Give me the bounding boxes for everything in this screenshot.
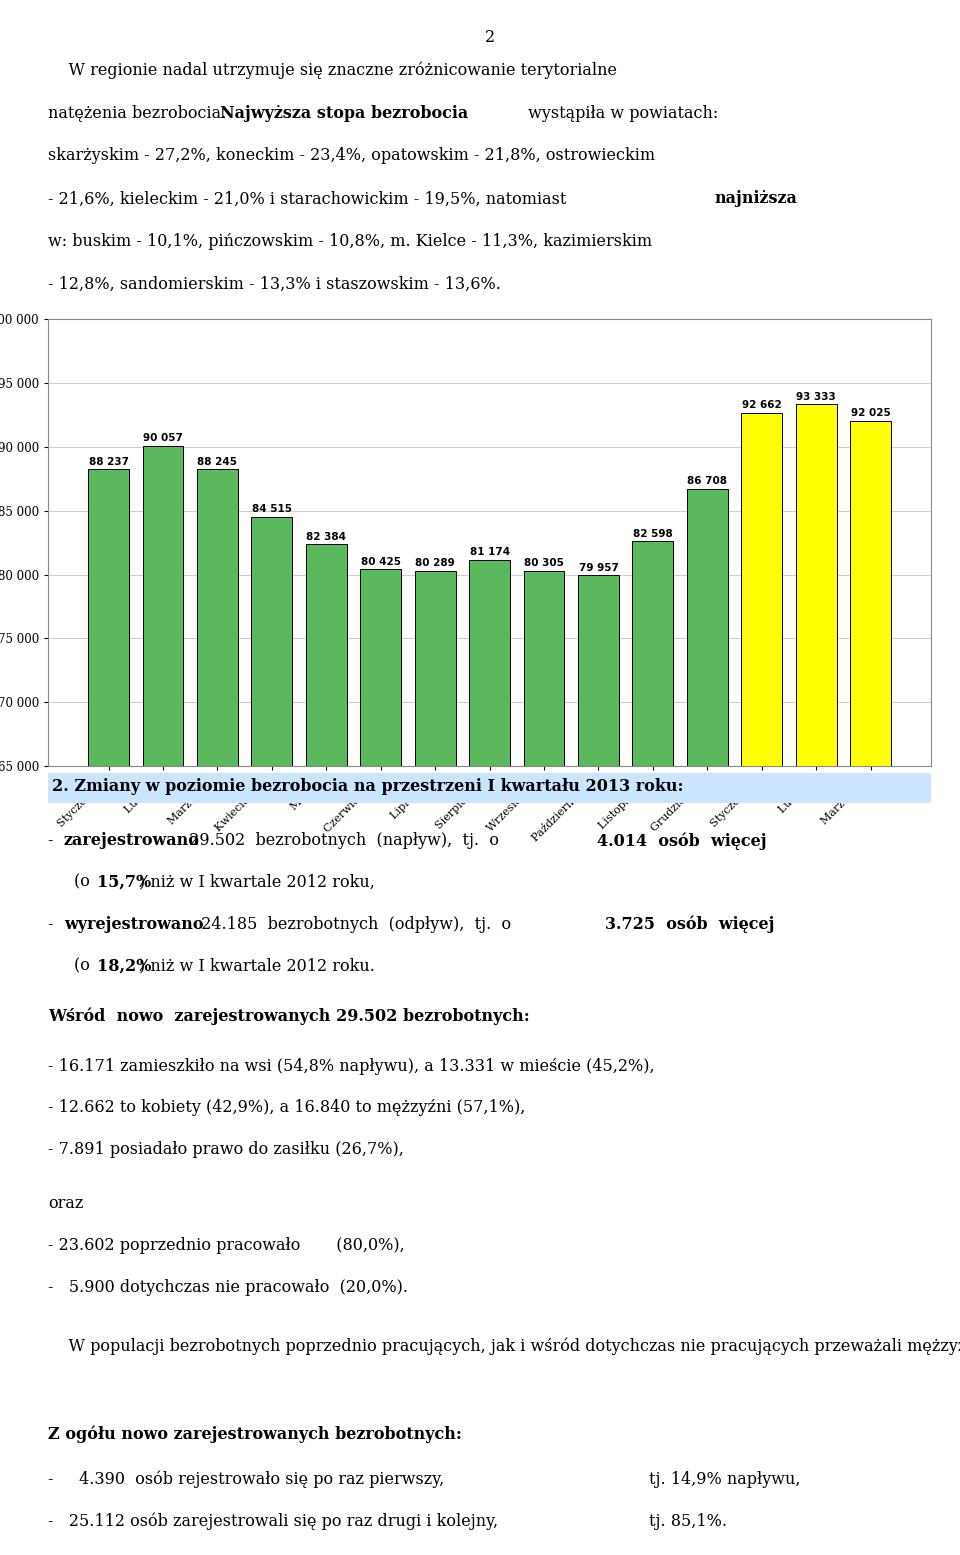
Text: najniższa: najniższa bbox=[715, 190, 798, 207]
Text: Liczba bezrobotnych w okresie od stycznia 2012 r. do marca 2013 r.: Liczba bezrobotnych w okresie od styczni… bbox=[109, 322, 715, 339]
Text: oraz: oraz bbox=[48, 1196, 84, 1213]
Text: 84 515: 84 515 bbox=[252, 504, 292, 515]
Text: 93 333: 93 333 bbox=[797, 392, 836, 401]
Bar bbox=[360, 569, 401, 1555]
Text: ) niż w I kwartale 2012 roku,: ) niż w I kwartale 2012 roku, bbox=[139, 874, 374, 891]
Text: 80 425: 80 425 bbox=[361, 557, 400, 566]
Bar bbox=[578, 575, 619, 1555]
Text: - 16.171 zamieszkiło na wsi (54,8% napływu), a 13.331 w mieście (45,2%),: - 16.171 zamieszkiło na wsi (54,8% napły… bbox=[48, 1057, 655, 1075]
Text: 18,2%: 18,2% bbox=[97, 958, 151, 975]
Text: (o: (o bbox=[75, 958, 95, 975]
Bar bbox=[523, 571, 564, 1555]
Text: - 12,8%, sandomierskim - 13,3% i staszowskim - 13,6%.: - 12,8%, sandomierskim - 13,3% i staszow… bbox=[48, 277, 501, 292]
Text: 3.725  osób  więcej: 3.725 osób więcej bbox=[606, 916, 775, 933]
Text: tj. 14,9% napływu,: tj. 14,9% napływu, bbox=[649, 1471, 800, 1488]
Bar bbox=[252, 516, 292, 1555]
Text: - 23.602 poprzednio pracowało       (80,0%),: - 23.602 poprzednio pracowało (80,0%), bbox=[48, 1238, 405, 1255]
Text: natężenia bezrobocia.: natężenia bezrobocia. bbox=[48, 104, 231, 121]
Text: -     4.390  osób rejestrowało się po raz pierwszy,: - 4.390 osób rejestrowało się po raz pie… bbox=[48, 1471, 444, 1488]
Text: Najwyższa stopa bezrobocia: Najwyższa stopa bezrobocia bbox=[220, 104, 468, 121]
Text: 15,7%: 15,7% bbox=[97, 874, 151, 891]
Text: w: buskim - 10,1%, pińczowskim - 10,8%, m. Kielce - 11,3%, kazimierskim: w: buskim - 10,1%, pińczowskim - 10,8%, … bbox=[48, 233, 652, 250]
Text: wystąpiła w powiatach:: wystąpiła w powiatach: bbox=[523, 104, 718, 121]
Text: - 12.662 to kobiety (42,9%), a 16.840 to mężzyźni (57,1%),: - 12.662 to kobiety (42,9%), a 16.840 to… bbox=[48, 1099, 525, 1116]
Text: 80 289: 80 289 bbox=[416, 558, 455, 568]
Text: W populacji bezrobotnych poprzednio pracujących, jak i wśród dotychczas nie prac: W populacji bezrobotnych poprzednio prac… bbox=[48, 1337, 960, 1354]
Text: 90 057: 90 057 bbox=[143, 434, 183, 443]
Bar bbox=[306, 544, 347, 1555]
Text: 92 025: 92 025 bbox=[851, 409, 891, 418]
Text: 4.014  osób  więcej: 4.014 osób więcej bbox=[597, 832, 767, 849]
Text: -   5.900 dotychczas nie pracowało  (20,0%).: - 5.900 dotychczas nie pracowało (20,0%)… bbox=[48, 1278, 408, 1295]
Text: - 7.891 posiadało prawo do zasiłku (26,7%),: - 7.891 posiadało prawo do zasiłku (26,7… bbox=[48, 1141, 404, 1158]
Bar bbox=[741, 412, 782, 1555]
Text: -: - bbox=[48, 916, 59, 933]
Text: 92 662: 92 662 bbox=[742, 400, 781, 411]
Text: -   25.112 osób zarejestrowali się po raz drugi i kolejny,: - 25.112 osób zarejestrowali się po raz … bbox=[48, 1513, 498, 1530]
Bar bbox=[143, 446, 183, 1555]
Text: -: - bbox=[48, 832, 59, 849]
Text: 88 237: 88 237 bbox=[88, 457, 129, 466]
Text: 2: 2 bbox=[485, 30, 494, 47]
Text: 81 174: 81 174 bbox=[469, 547, 510, 557]
Text: 82 598: 82 598 bbox=[633, 529, 673, 538]
Text: tj. 85,1%.: tj. 85,1%. bbox=[649, 1513, 727, 1530]
Text: Wśród  nowo  zarejestrowanych 29.502 bezrobotnych:: Wśród nowo zarejestrowanych 29.502 bezro… bbox=[48, 1008, 530, 1025]
Text: 86 708: 86 708 bbox=[687, 476, 728, 487]
Text: zarejestrowano: zarejestrowano bbox=[64, 832, 200, 849]
Bar bbox=[633, 541, 673, 1555]
Text: Z ogółu nowo zarejestrowanych bezrobotnych:: Z ogółu nowo zarejestrowanych bezrobotny… bbox=[48, 1424, 462, 1443]
Text: 24.185  bezrobotnych  (odpływ),  tj.  o: 24.185 bezrobotnych (odpływ), tj. o bbox=[191, 916, 521, 933]
Bar bbox=[851, 421, 891, 1555]
Text: ) niż w I kwartale 2012 roku.: ) niż w I kwartale 2012 roku. bbox=[139, 958, 374, 975]
Text: 79 957: 79 957 bbox=[579, 563, 618, 572]
Bar bbox=[469, 560, 510, 1555]
Text: (o: (o bbox=[75, 874, 95, 891]
Text: 80 305: 80 305 bbox=[524, 558, 564, 568]
Text: wyrejestrowano: wyrejestrowano bbox=[64, 916, 204, 933]
Bar bbox=[197, 470, 238, 1555]
Bar bbox=[415, 571, 456, 1555]
Bar bbox=[796, 404, 836, 1555]
Text: 2. Zmiany w poziomie bezrobocia na przestrzeni I kwartału 2013 roku:: 2. Zmiany w poziomie bezrobocia na przes… bbox=[53, 778, 684, 795]
Bar bbox=[88, 470, 129, 1555]
Text: 88 245: 88 245 bbox=[198, 457, 237, 466]
FancyBboxPatch shape bbox=[48, 773, 931, 802]
Bar bbox=[687, 488, 728, 1555]
Text: - 21,6%, kieleckim - 21,0% i starachowickim - 19,5%, natomiast: - 21,6%, kieleckim - 21,0% i starachowic… bbox=[48, 190, 571, 207]
Text: 29.502  bezrobotnych  (napływ),  tj.  o: 29.502 bezrobotnych (napływ), tj. o bbox=[179, 832, 509, 849]
Text: skarżyskim - 27,2%, koneckim - 23,4%, opatowskim - 21,8%, ostrowieckim: skarżyskim - 27,2%, koneckim - 23,4%, op… bbox=[48, 148, 655, 165]
Text: W regionie nadal utrzymuje się znaczne zróżnicowanie terytorialne: W regionie nadal utrzymuje się znaczne z… bbox=[48, 62, 617, 79]
Text: 82 384: 82 384 bbox=[306, 532, 347, 541]
